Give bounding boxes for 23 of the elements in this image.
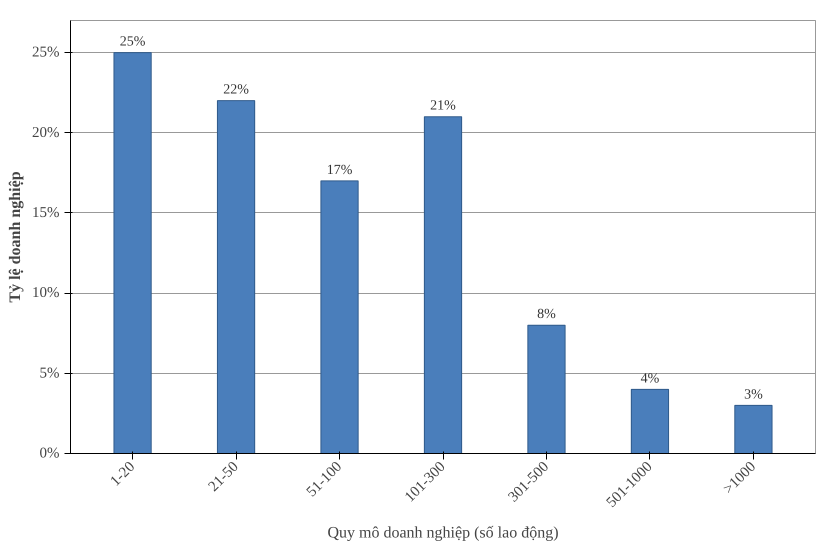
- y-tick-label: 10%: [32, 285, 60, 302]
- y-tick-label: 25%: [32, 44, 60, 61]
- bar: [630, 388, 670, 454]
- data-label: 17%: [326, 162, 353, 178]
- x-tick-label: 1-20: [107, 458, 138, 490]
- data-label: 21%: [430, 98, 456, 114]
- y-tick-label: 20%: [32, 124, 60, 141]
- x-axis-title: Quy mô doanh nghiệp (số lao động): [327, 524, 559, 542]
- bar: [424, 116, 462, 454]
- data-label: 22%: [223, 82, 250, 98]
- data-label: 4%: [640, 371, 660, 386]
- y-tick-label: 15%: [32, 204, 60, 221]
- y-tick-label: 0%: [40, 446, 60, 462]
- data-label: 25%: [120, 34, 146, 50]
- bar: [113, 52, 152, 454]
- bar: [216, 100, 256, 454]
- data-label: 3%: [744, 387, 764, 402]
- bar: [527, 324, 566, 454]
- bar: [734, 404, 773, 454]
- y-axis-title: Tỷ lệ doanh nghiệp: [7, 171, 24, 303]
- y-tick-label: 5%: [40, 365, 60, 382]
- data-label: 8%: [537, 307, 556, 322]
- bar: [320, 180, 359, 454]
